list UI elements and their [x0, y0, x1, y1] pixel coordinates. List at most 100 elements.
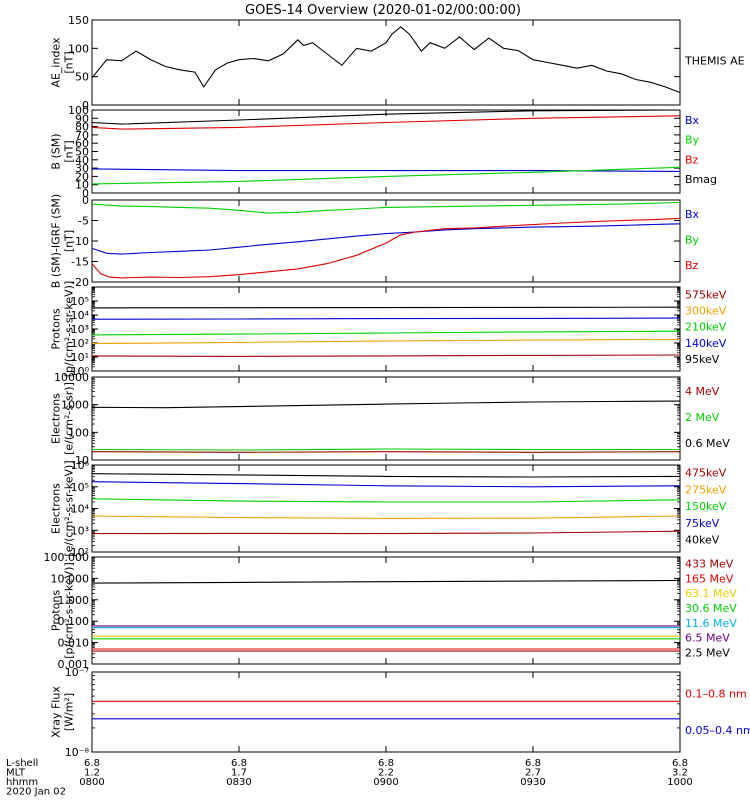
series-line-275keV [91, 515, 681, 519]
legend-label: 140keV [685, 337, 727, 350]
y-tick-label: 100 [68, 104, 89, 117]
panel-frame [91, 19, 681, 106]
hhmm-tick-label: 0800 [79, 777, 104, 788]
series-line-THEMIS AE [91, 26, 681, 94]
y-tick-label: 10⁴ [71, 309, 90, 322]
y-axis-label: Protons [50, 590, 63, 631]
series-line-By [91, 166, 681, 185]
hhmm-tick-label: 1000 [667, 777, 692, 788]
series-line-Bz [91, 115, 681, 130]
mlt-tick-label: 1.2 [84, 768, 100, 779]
legend-label: 165 MeV [685, 572, 734, 585]
series-line-75keV [91, 481, 681, 488]
panel-frame [91, 286, 681, 372]
legend-label: 4 MeV [685, 385, 720, 398]
lshell-tick-label: 6.8 [231, 758, 247, 769]
legend-label: By [685, 234, 700, 247]
y-axis-label: Electrons [50, 483, 63, 534]
time-axis-row-label: MLT [6, 768, 26, 779]
y-tick-label: 100 [68, 42, 89, 55]
series-line-210keV [91, 330, 681, 336]
y-axis-label: Protons [50, 308, 63, 349]
mlt-tick-label: 3.2 [672, 768, 688, 779]
y-tick-label: 30 [75, 162, 89, 175]
legend-label: Bx [685, 114, 700, 127]
legend-label: 30.6 MeV [685, 602, 737, 615]
y-tick-label: 0 [82, 187, 89, 200]
y-tick-label: 80 [75, 121, 89, 134]
legend-label: 95keV [685, 353, 720, 366]
y-tick-label: 10³ [71, 524, 89, 537]
y-tick-label: -5 [78, 215, 89, 228]
y-tick-label: 150 [68, 14, 89, 27]
legend-label: 6.5 MeV [685, 632, 730, 645]
legend-label: By [685, 134, 700, 147]
mlt-tick-label: 1.7 [231, 768, 247, 779]
y-axis-label: [p/(cm²-s-sr-keV)] [63, 562, 76, 659]
y-tick-label: 1.000 [58, 594, 90, 607]
panel-frame [91, 376, 681, 461]
legend-label: 475keV [685, 467, 727, 480]
legend-label: 2.5 MeV [685, 647, 730, 660]
series-line-2.5 MeV [91, 579, 681, 584]
y-axis-label: [nT] [63, 51, 76, 73]
y-tick-label: 100.000 [44, 551, 90, 564]
y-axis-label: B (SM) [50, 133, 63, 169]
y-axis-label: [p/(cm²-s-sr-keV)] [63, 281, 76, 378]
legend-label: THEMIS AE [684, 55, 745, 68]
y-tick-label: 10² [71, 337, 89, 350]
legend-label: Bx [685, 208, 700, 221]
legend-label: 433 MeV [685, 557, 734, 570]
lshell-tick-label: 6.8 [378, 758, 394, 769]
series-line-140keV [91, 317, 681, 320]
series-line-Bx [91, 223, 681, 255]
y-tick-label: 0 [82, 194, 89, 207]
mlt-tick-label: 2.2 [378, 768, 394, 779]
panel-frame [91, 671, 681, 753]
legend-label: 0.6 MeV [685, 437, 730, 450]
y-tick-label: 60 [75, 137, 89, 150]
lshell-tick-label: 6.8 [525, 758, 541, 769]
panel-7: 0.001 0.010 0.100 1.000 10.000 100.000 Protons… [44, 551, 738, 671]
y-tick-label: 10⁰ [71, 365, 90, 378]
legend-label: 11.6 MeV [685, 617, 737, 630]
y-axis-label: Xray Flux [50, 686, 63, 738]
y-axis-label: [e/(cm²-s-sr)] [63, 382, 76, 455]
figure-title: GOES-14 Overview (2020-01-02/00:00:00) [245, 3, 521, 18]
panel-frame [91, 556, 681, 665]
legend-label: 2 MeV [685, 411, 720, 424]
time-axis-row-label: hhmm [6, 777, 38, 788]
y-tick-label: 100 [68, 426, 89, 439]
y-axis-label: [e/(cm²-s-sr-keV)] [63, 460, 76, 556]
y-tick-label: -10 [71, 235, 89, 248]
hhmm-tick-label: 0900 [373, 777, 398, 788]
panel-5: 10 100 1000 10000 Electrons [e/(cm²-s-sr)] 4 M… [50, 371, 731, 467]
y-tick-label: 0.010 [58, 637, 90, 650]
legend-label: 75keV [685, 517, 720, 530]
panel-1: 0 50 100 150 AE_index [nT] THEMIS AE [50, 14, 745, 112]
y-tick-label: 10⁻⁸ [65, 746, 90, 759]
y-axis-label: [nT] [63, 230, 76, 252]
panel-6: 10² 10³ 10⁴ 10⁵ 10⁶ Electrons [e/(cm²-s-sr-keV… [50, 459, 727, 559]
legend-label: 210keV [685, 321, 727, 334]
time-axis-row-label: 2020 Jan 02 [6, 787, 66, 798]
legend-label: 0.05–0.4 nm [685, 724, 750, 737]
hhmm-tick-label: 0930 [520, 777, 545, 788]
y-tick-label: 10 [75, 454, 89, 467]
hhmm-tick-label: 0830 [226, 777, 251, 788]
y-axis-label: B (SM)-IGRF (SM) [50, 194, 63, 288]
series-line-575keV [91, 354, 681, 357]
legend-label: 275keV [685, 483, 727, 496]
y-tick-label: 90 [75, 112, 89, 125]
y-axis-label: [W/m²] [63, 693, 76, 731]
series-line-By [91, 201, 681, 214]
time-axis-row-label: L-shell [6, 758, 38, 769]
y-tick-label: 10⁴ [71, 503, 90, 516]
series-line-Bmag [91, 109, 681, 125]
